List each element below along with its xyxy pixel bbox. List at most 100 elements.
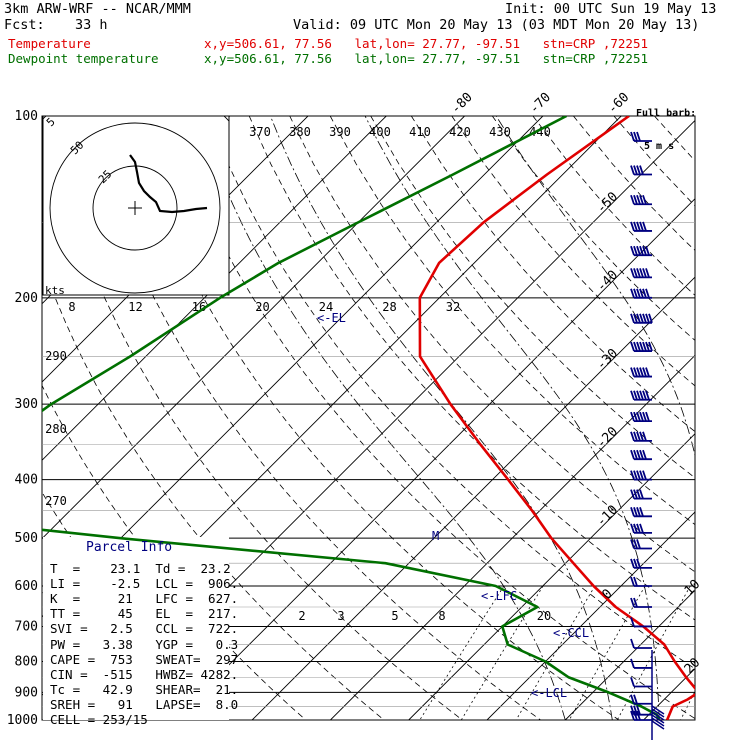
pressure-axis-labels: 100 200 300 400 500 600 700 800 900 1000: [7, 109, 38, 728]
mixing-ratio-label: 5: [391, 609, 398, 623]
wind-barb-flag: [633, 221, 638, 232]
wind-barb-flag: [630, 131, 635, 142]
wind-speed-label: 12: [128, 300, 142, 314]
pressure-label: 900: [15, 685, 38, 700]
wind-barb-flag: [639, 449, 644, 460]
wind-barb-flag: [639, 507, 644, 517]
wind-barb: [630, 558, 652, 569]
isotherm-line: [173, 198, 695, 720]
wind-barb: [630, 523, 652, 534]
wind-barb-flag: [636, 710, 641, 721]
wind-barb-flag: [633, 411, 638, 422]
pressure-label: 400: [15, 473, 38, 488]
wind-barb-flag: [636, 539, 641, 549]
wind-barb: [630, 658, 652, 669]
wind-barbs: [630, 131, 665, 740]
isotherm-line: [42, 116, 387, 461]
wind-barb-flag: [633, 507, 638, 517]
wind-barb: [630, 341, 653, 352]
wind-barb: [630, 705, 652, 716]
parcel-info-row: LI = -2.5 LCL = 906.: [50, 576, 239, 592]
wind-barb-flag: [630, 710, 635, 721]
dewpoint-line: [42, 116, 661, 720]
wind-barb: [630, 694, 652, 705]
wind-barb-flag: [630, 449, 635, 460]
wind-barb-flag: [645, 367, 650, 377]
isotherm-line: [643, 667, 695, 720]
wind-barb-flag: [633, 194, 638, 205]
wind-barb-flag: [645, 313, 650, 324]
mixing-ratio-lines: [198, 116, 695, 720]
wind-barb-flag: [636, 411, 641, 422]
wind-barb-flag: [633, 597, 638, 608]
dewpoint-location: x,y=506.61, 77.56 lat,lon= 27.77, -97.51…: [204, 51, 649, 66]
wind-barb-flag: [636, 558, 641, 569]
wind-barb-flag: [630, 390, 635, 401]
wind-barb-flag: [630, 194, 635, 205]
wind-barb: [630, 268, 652, 279]
wind-barb-surface: [651, 717, 665, 727]
dewpoint-legend: Dewpoint temperature: [8, 51, 159, 66]
isotherm-label: -20: [594, 424, 621, 451]
wind-barb-flag: [642, 449, 647, 460]
wind-barb: [630, 449, 652, 461]
wind-barb-flag: [636, 507, 641, 517]
isotherm-label: -70: [527, 90, 554, 117]
wind-barb-flag: [636, 431, 641, 442]
wind-barb-flag: [630, 539, 635, 549]
pressure-label: 800: [15, 654, 38, 669]
wind-barb-flag: [636, 268, 641, 278]
wind-barb: [630, 390, 652, 401]
wind-barb: [630, 194, 652, 206]
parcel-info-row: CAPE = 753 SWEAT= 297: [50, 651, 239, 667]
theta-label: 420: [449, 125, 471, 139]
wind-barb-flag: [639, 390, 644, 401]
theta-label: 440: [529, 125, 551, 139]
wind-barb-flag: [636, 470, 641, 480]
isotherm-label: -50: [594, 189, 621, 216]
wind-barb-flag: [633, 390, 638, 401]
wind-barb-flag: [639, 268, 644, 278]
wind-barb-flag: [636, 390, 641, 401]
parcel-info-title: Parcel Info: [86, 540, 173, 555]
wind-barb-flag: [642, 431, 647, 442]
wind-barb-flag: [630, 638, 635, 649]
mixing-ratio-label: 3: [337, 609, 344, 623]
wind-barb-flag: [642, 245, 647, 256]
wind-barb: [630, 617, 652, 628]
wind-barb-flag: [633, 539, 638, 549]
wind-barb-flag: [630, 705, 635, 715]
temperature-location: x,y=506.61, 77.56 lat,lon= 27.77, -97.51…: [204, 36, 649, 51]
pressure-label: 200: [15, 291, 38, 306]
wind-barb-flag: [633, 313, 638, 324]
wind-barb: [630, 313, 653, 324]
theta-label: 430: [489, 125, 511, 139]
wind-barb-flag: [630, 523, 635, 534]
wind-barb-flag: [636, 449, 641, 460]
wind-barb-flag: [642, 470, 647, 480]
wind-barb-flag: [630, 411, 635, 422]
isotherm-line: [251, 276, 695, 720]
isotherm-label: -80: [449, 90, 476, 117]
wind-barb-flag: [645, 268, 650, 278]
moist-adiabat-line: [364, 116, 660, 720]
parcel-info-row: Tc = 42.9 SHEAR= 21.: [50, 681, 239, 697]
marker-lcl: <-LCL: [531, 686, 567, 700]
wind-barb-flag: [633, 131, 638, 142]
hodograph-frame: [42, 115, 230, 296]
wind-barb-flag: [630, 489, 635, 499]
isotherm-line: [408, 433, 695, 720]
mixing-ratio-line: [460, 585, 544, 720]
wind-barb-flag: [633, 367, 638, 377]
mixing-ratio-label: 8: [438, 609, 445, 623]
wind-barb: [630, 710, 652, 721]
isotherm-label: 0: [599, 586, 615, 602]
mixing-ratio-line: [419, 585, 505, 720]
wind-barb-flag: [636, 165, 641, 175]
theta-label: 390: [329, 125, 351, 139]
wind-barb-flag: [636, 194, 641, 205]
theta-label: 370: [249, 125, 271, 139]
wind-barb-flag: [630, 288, 635, 299]
